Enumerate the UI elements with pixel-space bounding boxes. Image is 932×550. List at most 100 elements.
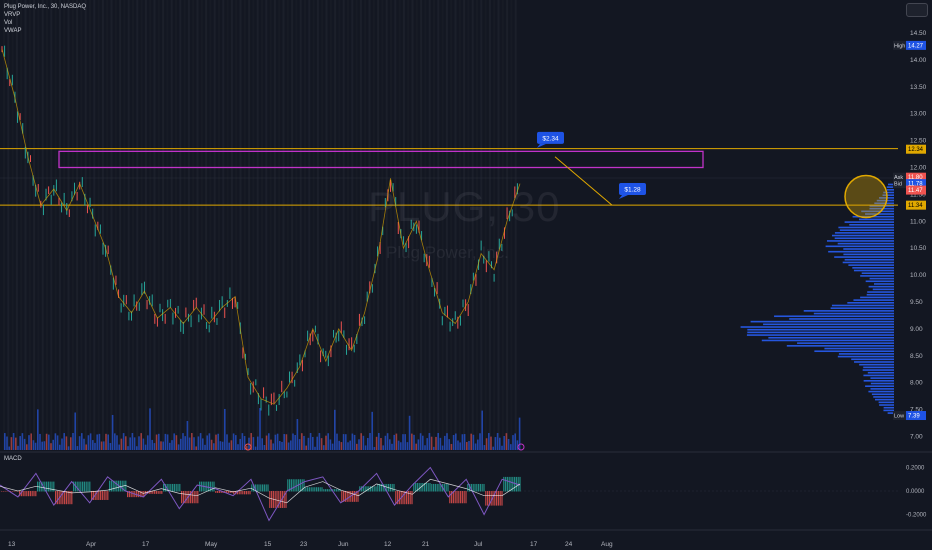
symbol-title[interactable]: Plug Power, Inc., 30, NASDAQ <box>4 4 87 10</box>
volume-bar <box>26 444 28 450</box>
macd-histogram-bar <box>163 483 165 492</box>
volume-profile-bar <box>839 229 894 231</box>
volume-bar <box>347 442 349 450</box>
macd-histogram-bar <box>24 491 26 497</box>
volume-profile-bar <box>873 396 894 398</box>
bid-label-value: 11.78 <box>908 182 923 188</box>
macd-histogram-bar <box>398 491 400 505</box>
macd-histogram-bar <box>26 491 28 497</box>
volume-bar <box>219 441 222 450</box>
macd-histogram-bar <box>434 483 436 492</box>
macd-histogram-bar <box>229 491 231 493</box>
macd-histogram-bar <box>505 476 507 492</box>
volume-bar <box>316 436 318 450</box>
macd-histogram-bar <box>312 487 314 492</box>
volume-bar <box>94 442 96 450</box>
macd-histogram-bar <box>451 491 453 504</box>
volume-bar <box>59 444 61 450</box>
volume-bar <box>61 438 63 450</box>
volume-bar <box>325 435 327 450</box>
volume-bar <box>393 434 395 450</box>
macd-histogram-bar <box>375 486 377 492</box>
volume-bar <box>514 433 516 450</box>
macd-histogram-bar <box>449 491 451 504</box>
volume-bar <box>52 439 54 450</box>
macd-histogram-bar <box>188 491 190 504</box>
macd-histogram-bar <box>105 491 107 500</box>
price-tick: 9.50 <box>910 299 923 306</box>
macd-histogram-bar <box>478 483 480 492</box>
volume-bar <box>171 440 173 450</box>
time-tick: 13 <box>8 541 16 548</box>
macd-histogram-bar <box>323 489 325 492</box>
volume-profile-bar <box>865 213 894 215</box>
macd-histogram-bar <box>29 491 31 497</box>
volume-bar <box>494 437 497 450</box>
macd-histogram-bar <box>190 491 192 504</box>
macd-histogram-bar <box>499 491 501 506</box>
volume-bar <box>301 433 303 450</box>
volume-bar <box>413 434 415 450</box>
macd-histogram-bar <box>76 481 78 492</box>
volume-profile-bar <box>878 401 894 404</box>
volume-bar <box>481 410 483 450</box>
macd-histogram-bar <box>481 483 483 492</box>
macd-histogram-bar <box>370 486 372 492</box>
volume-bar <box>287 442 290 450</box>
volume-profile-bar <box>863 380 894 382</box>
macd-histogram-bar <box>285 491 287 508</box>
macd-histogram-bar <box>47 481 49 492</box>
volume-bar <box>331 443 334 450</box>
volume-profile-bar <box>826 240 894 242</box>
volume-bar <box>402 434 404 450</box>
volume-profile-bar <box>861 210 894 213</box>
volume-bar <box>369 433 371 450</box>
indicator-vol[interactable]: Vol <box>4 20 13 26</box>
macd-tick: -0.2000 <box>906 513 927 519</box>
macd-histogram-bar <box>193 491 195 504</box>
macd-histogram-bar <box>438 483 440 492</box>
indicator-vwap[interactable]: VWAP <box>4 28 22 34</box>
macd-histogram-bar <box>319 487 321 492</box>
volume-bar <box>274 434 277 450</box>
volume-bar <box>232 433 235 450</box>
macd-histogram-bar <box>443 483 445 492</box>
macd-histogram-bar <box>114 480 116 492</box>
volume-bar <box>483 445 486 450</box>
macd-histogram-bar <box>6 491 8 492</box>
macd-histogram-bar <box>44 481 46 492</box>
watermark-ticker: PLUG, 30 <box>368 183 561 230</box>
macd-histogram-bar <box>377 483 379 492</box>
macd-histogram-bar <box>51 481 53 492</box>
volume-profile-bar <box>888 183 894 186</box>
macd-histogram-bar <box>292 479 294 492</box>
macd-histogram-bar <box>487 491 489 506</box>
indicator-vrvp[interactable]: VRVP <box>4 12 21 18</box>
bid-label-caption: Bid <box>894 182 902 188</box>
macd-histogram-bar <box>136 491 138 498</box>
macd-histogram-bar <box>289 479 291 492</box>
macd-histogram-bar <box>200 481 202 492</box>
macd-histogram-bar <box>335 489 337 492</box>
macd-histogram-bar <box>46 481 48 492</box>
macd-histogram-bar <box>62 491 64 505</box>
volume-profile-bar <box>848 264 894 266</box>
high-label-caption: High <box>894 43 905 49</box>
bid-label-caption-box <box>893 179 906 189</box>
volume-bar <box>30 433 32 450</box>
chart-settings-button[interactable] <box>906 3 928 17</box>
high-label-box <box>906 40 926 50</box>
volume-bar <box>140 433 142 450</box>
volume-bar <box>160 441 162 450</box>
macd-histogram-bar <box>53 481 55 492</box>
volume-bar <box>435 436 437 450</box>
volume-bar <box>122 433 125 450</box>
macd-histogram-bar <box>64 491 66 505</box>
volume-bar <box>292 433 294 450</box>
macd-histogram-bar <box>226 491 228 493</box>
macd-histogram-bar <box>173 483 175 492</box>
macd-histogram-bar <box>494 491 496 506</box>
macd-histogram-bar <box>82 481 84 492</box>
macd-histogram-bar <box>373 486 375 492</box>
